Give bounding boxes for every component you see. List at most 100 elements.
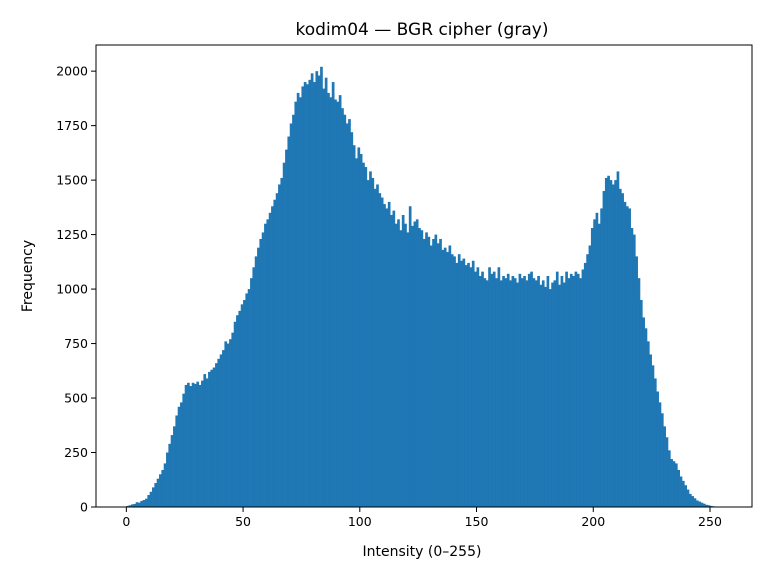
histogram-bar: [698, 501, 701, 507]
histogram-bar: [301, 86, 305, 507]
histogram-bar: [182, 393, 186, 507]
histogram-bar: [285, 149, 288, 508]
histogram-bar: [502, 276, 505, 507]
histogram-bar: [569, 273, 573, 507]
histogram-bar: [670, 459, 673, 507]
histogram-bar: [679, 476, 683, 507]
histogram-bar: [609, 180, 613, 507]
histogram-bar: [233, 321, 237, 507]
histogram-bar: [245, 293, 249, 507]
histogram-bar: [469, 267, 473, 507]
histogram-bar: [175, 415, 179, 507]
y-tick-label: 1750: [56, 118, 88, 133]
histogram-bar: [308, 79, 312, 508]
histogram-bar: [303, 82, 307, 507]
histogram-bar: [677, 469, 680, 507]
histogram-bar: [586, 254, 589, 507]
histogram-bar: [376, 184, 379, 508]
histogram-bar: [656, 391, 659, 507]
histogram-bar: [471, 260, 475, 507]
histogram-bar: [462, 258, 466, 507]
histogram-bar: [142, 500, 146, 507]
histogram-bar: [324, 77, 328, 507]
x-tick-label: 200: [581, 514, 605, 529]
histogram-bar: [238, 310, 242, 507]
histogram-bar: [404, 223, 407, 507]
histogram-bar: [273, 199, 277, 507]
histogram-bar: [329, 97, 333, 508]
histogram-bar: [422, 238, 426, 508]
histogram-bar: [133, 503, 137, 507]
histogram-bar: [397, 219, 400, 507]
histogram-bar: [392, 210, 396, 508]
histogram-bar: [497, 267, 501, 507]
histogram-bar: [287, 136, 291, 507]
histogram-bar: [280, 177, 284, 507]
histogram-bar: [499, 280, 503, 507]
histogram-bar: [317, 75, 321, 508]
histogram-bar: [700, 502, 704, 507]
histogram-bar: [383, 204, 386, 507]
histogram-bar: [649, 354, 652, 507]
histogram-bar: [271, 206, 274, 507]
histogram-bar: [639, 299, 643, 507]
histogram-bar: [306, 84, 309, 508]
histogram-bar: [338, 95, 342, 507]
histogram-bar: [707, 505, 711, 507]
histogram-bar: [646, 341, 650, 507]
histogram-bar: [336, 101, 340, 508]
histogram-bar: [126, 505, 130, 507]
histogram-bar: [401, 214, 405, 507]
histogram-bar: [161, 469, 165, 507]
histogram-bar: [282, 162, 286, 507]
histogram-bar: [180, 402, 183, 507]
histogram-bar: [686, 489, 690, 507]
histogram-bar: [551, 282, 554, 507]
histogram-bar: [189, 386, 193, 507]
histogram-bar: [658, 402, 662, 507]
histogram-bar: [628, 208, 631, 507]
histogram-bar: [467, 262, 470, 507]
histogram-bar: [145, 498, 148, 507]
histogram-bar: [292, 114, 295, 508]
histogram-bar: [205, 378, 209, 507]
histogram-bar: [695, 500, 699, 507]
histogram-bar: [210, 369, 214, 507]
histogram-bar: [222, 350, 225, 507]
histogram-bar: [553, 280, 557, 507]
histogram-bar: [364, 167, 368, 508]
histogram-bar: [420, 230, 424, 508]
histogram-bar: [614, 180, 617, 507]
histogram-bar: [474, 271, 477, 507]
histogram-bar: [532, 278, 536, 507]
histogram-bar: [331, 82, 335, 507]
histogram-bar: [170, 435, 174, 507]
histogram-bar: [567, 278, 571, 507]
histogram-bar: [387, 201, 391, 508]
histogram-bar: [427, 236, 431, 507]
histogram-bar: [371, 177, 375, 507]
histogram-bar: [464, 265, 468, 507]
histogram-bar: [611, 184, 615, 508]
histogram-bar: [637, 278, 641, 507]
histogram-bar: [194, 383, 197, 507]
histogram-bar: [191, 382, 195, 507]
histogram-bar: [693, 498, 697, 507]
histogram-bar: [320, 66, 323, 507]
histogram-bar: [621, 193, 624, 508]
histogram-bar: [380, 197, 384, 507]
y-tick-label: 1250: [56, 227, 88, 242]
histogram-bar: [352, 145, 356, 507]
histogram-bar: [558, 284, 561, 507]
histogram-bar: [688, 493, 692, 507]
histogram-bar: [555, 271, 559, 507]
histogram-bar: [651, 365, 655, 507]
histogram-bar: [590, 228, 594, 507]
histogram-bar: [355, 158, 358, 508]
histogram-bar: [516, 282, 519, 507]
histogram-bar: [691, 496, 694, 507]
histogram-bar: [261, 232, 265, 507]
chart-title: kodim04 — BGR cipher (gray): [296, 20, 549, 40]
histogram-bar: [684, 485, 687, 507]
histogram-bar: [625, 206, 629, 507]
